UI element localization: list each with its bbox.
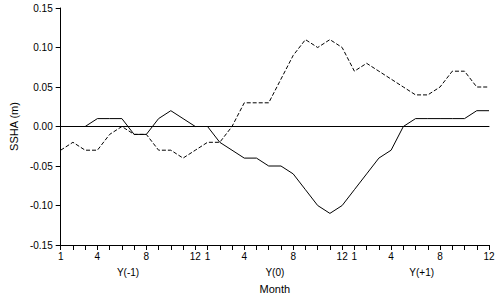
svg-text:8: 8 [437,251,443,262]
svg-text:SSHA (m): SSHA (m) [8,102,20,151]
svg-text:12: 12 [337,251,349,262]
svg-text:-0.15: -0.15 [30,240,53,251]
svg-text:1: 1 [58,251,64,262]
svg-text:0.00: 0.00 [33,121,53,132]
svg-text:8: 8 [144,251,150,262]
svg-text:0.10: 0.10 [33,42,53,53]
svg-text:0.15: 0.15 [33,3,53,14]
svg-text:1: 1 [205,251,211,262]
svg-text:Y(-1): Y(-1) [117,267,139,278]
svg-text:1: 1 [352,251,358,262]
svg-text:-0.05: -0.05 [30,161,53,172]
svg-text:4: 4 [95,251,101,262]
svg-text:4: 4 [388,251,394,262]
svg-text:4: 4 [241,251,247,262]
svg-text:Month: Month [260,283,291,295]
svg-text:8: 8 [290,251,296,262]
svg-text:12: 12 [483,251,495,262]
svg-text:0.05: 0.05 [33,82,53,93]
svg-text:Y(0): Y(0) [265,267,284,278]
svg-text:-0.10: -0.10 [30,200,53,211]
svg-text:12: 12 [190,251,202,262]
svg-text:Y(+1): Y(+1) [409,267,434,278]
